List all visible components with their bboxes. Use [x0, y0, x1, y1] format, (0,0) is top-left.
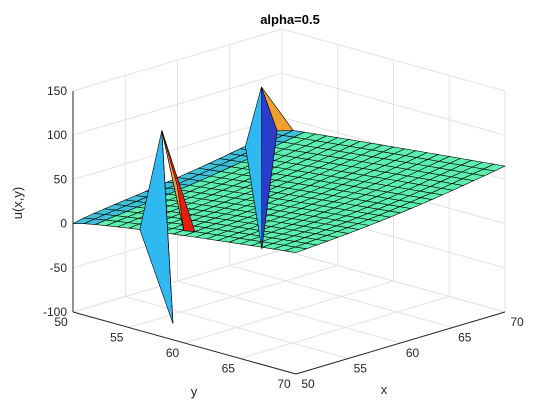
surface-patch: [283, 246, 308, 253]
y-axis-line: [72, 311, 297, 375]
y-axis-label: y: [191, 384, 198, 399]
chart-title: alpha=0.5: [260, 12, 320, 27]
left-spike-face: [161, 130, 185, 231]
z-tick-label: 0: [60, 217, 67, 231]
z-tick-label: 50: [54, 172, 68, 186]
x-tick-label: 65: [458, 331, 472, 345]
z-tick-label: 100: [47, 128, 67, 142]
z-tick-label: -50: [50, 261, 68, 275]
y-tick-label: 70: [277, 377, 291, 391]
grid-line: [72, 116, 283, 180]
grid-line: [281, 28, 506, 92]
grid-line: [184, 280, 394, 344]
y-tick-label: 50: [54, 315, 68, 329]
grid-line: [128, 265, 338, 328]
z-tick-label: -100: [43, 305, 67, 319]
grid-line: [72, 72, 283, 136]
left-spike-face: [161, 130, 174, 324]
grid-line: [281, 72, 506, 136]
y-tick-label: 60: [166, 346, 180, 360]
x-axis-line: [295, 311, 506, 375]
grid-line: [72, 249, 283, 313]
x-tick-label: 70: [510, 315, 524, 329]
y-tick-label: 65: [222, 362, 236, 376]
x-tick-label: 50: [301, 377, 315, 391]
x-tick-label: 60: [406, 346, 420, 360]
right-spike-face: [261, 86, 294, 132]
z-tick-label: 150: [47, 84, 67, 98]
z-axis-label: u(x,y): [10, 187, 25, 220]
x-tick-label: 55: [354, 362, 368, 376]
y-tick-label: 55: [110, 331, 124, 345]
x-axis-label: x: [381, 382, 388, 397]
surface: [72, 86, 506, 324]
grid-line: [240, 296, 450, 359]
tick-labels: -100 -50 0 50 100 150 50 55 60 65 70 50 55 60 65 70: [43, 84, 524, 391]
grid-line: [72, 28, 283, 92]
